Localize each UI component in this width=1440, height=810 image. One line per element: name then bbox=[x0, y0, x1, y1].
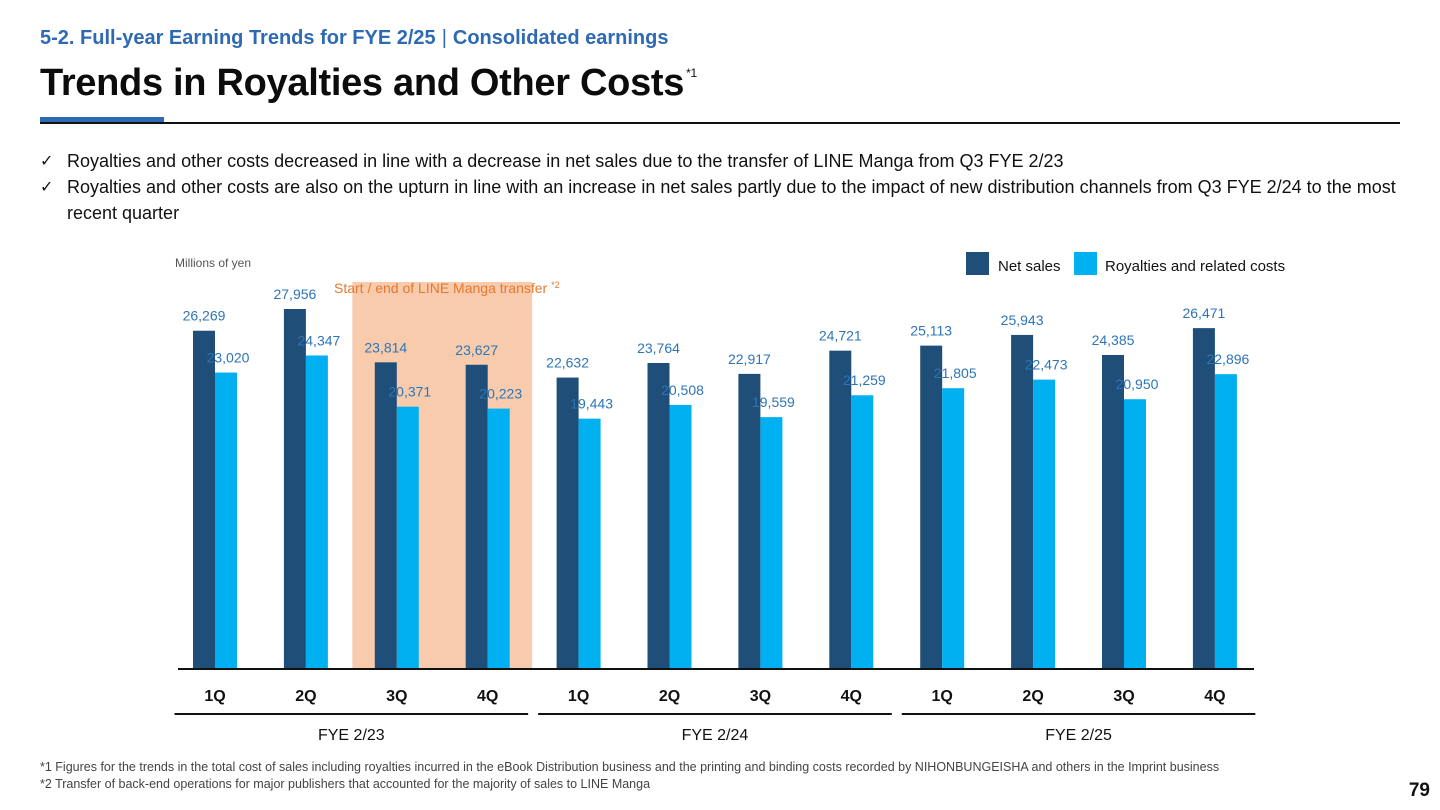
footnote-2: *2 Transfer of back-end operations for m… bbox=[40, 777, 651, 791]
bar-net-sales bbox=[647, 362, 670, 669]
data-label-royalties: 20,223 bbox=[479, 386, 522, 402]
group-label: FYE 2/25 bbox=[1045, 727, 1112, 744]
data-label-net-sales: 26,269 bbox=[183, 308, 226, 324]
bar-royalties bbox=[305, 355, 328, 669]
data-label-net-sales: 22,917 bbox=[728, 351, 771, 367]
data-label-royalties: 24,347 bbox=[297, 332, 340, 348]
bar-royalties bbox=[760, 417, 783, 669]
title-accent-rule bbox=[40, 117, 164, 123]
title-divider-rule bbox=[40, 122, 1400, 124]
data-label-royalties: 23,020 bbox=[207, 350, 250, 366]
data-label-net-sales: 24,721 bbox=[819, 328, 862, 344]
data-label-royalties: 20,371 bbox=[388, 384, 431, 400]
bar-royalties bbox=[1214, 374, 1237, 669]
legend-label-royalties: Royalties and related costs bbox=[1105, 258, 1285, 275]
x-tick-label: 1Q bbox=[568, 688, 589, 705]
group-label: FYE 2/23 bbox=[318, 727, 385, 744]
group-label: FYE 2/24 bbox=[682, 727, 749, 744]
footnotes: *1 Figures for the trends in the total c… bbox=[40, 759, 1219, 793]
data-label-royalties: 22,896 bbox=[1206, 351, 1249, 367]
bar-net-sales bbox=[920, 345, 943, 669]
check-icon: ✓ bbox=[40, 177, 54, 196]
bar-royalties bbox=[578, 418, 601, 669]
x-tick-label: 1Q bbox=[932, 688, 953, 705]
x-tick-label: 4Q bbox=[1204, 688, 1225, 705]
bar-net-sales bbox=[283, 309, 306, 669]
bar-net-sales bbox=[738, 373, 761, 669]
data-label-net-sales: 23,814 bbox=[364, 339, 407, 355]
bullet-item: ✓ Royalties and other costs decreased in… bbox=[40, 148, 1400, 174]
page-number: 79 bbox=[1408, 780, 1430, 801]
legend-swatch-net-sales bbox=[966, 252, 989, 275]
x-tick-label: 2Q bbox=[1022, 688, 1043, 705]
y-units-label: Millions of yen bbox=[175, 256, 251, 270]
x-tick-label: 2Q bbox=[659, 688, 680, 705]
bullet-text: Royalties and other costs decreased in l… bbox=[67, 151, 1064, 171]
bar-net-sales bbox=[829, 350, 852, 669]
bar-net-sales bbox=[465, 364, 488, 669]
bar-net-sales bbox=[1102, 354, 1124, 669]
bar-net-sales bbox=[1011, 334, 1034, 669]
data-label-net-sales: 26,471 bbox=[1182, 305, 1225, 321]
data-label-net-sales: 25,113 bbox=[910, 323, 952, 339]
data-label-net-sales: 24,385 bbox=[1092, 332, 1135, 348]
chart: Start / end of LINE Manga transfer *2 Mil… bbox=[174, 252, 1285, 744]
data-label-net-sales: 23,764 bbox=[637, 340, 680, 356]
x-tick-label: 4Q bbox=[477, 688, 498, 705]
bar-net-sales bbox=[374, 362, 397, 669]
bar-royalties bbox=[669, 404, 692, 669]
bar-royalties bbox=[487, 408, 510, 669]
x-tick-label: 3Q bbox=[750, 688, 771, 705]
bar-royalties bbox=[942, 388, 965, 669]
data-label-royalties: 20,508 bbox=[661, 382, 704, 398]
x-tick-label: 4Q bbox=[841, 688, 862, 705]
data-label-net-sales: 25,943 bbox=[1001, 312, 1044, 328]
data-label-royalties: 20,950 bbox=[1116, 376, 1159, 392]
transfer-highlight-label: Start / end of LINE Manga transfer *2 bbox=[334, 280, 560, 296]
page-title: Trends in Royalties and Other Costs *1 bbox=[40, 62, 697, 105]
data-label-royalties: 21,259 bbox=[843, 372, 886, 388]
bullet-list: ✓ Royalties and other costs decreased in… bbox=[40, 148, 1400, 226]
bar-royalties bbox=[1124, 399, 1146, 669]
legend-swatch-royalties bbox=[1074, 252, 1097, 275]
bar-net-sales bbox=[556, 377, 579, 669]
page-title-text: Trends in Royalties and Other Costs bbox=[40, 62, 685, 104]
x-tick-label: 1Q bbox=[204, 688, 225, 705]
bar-royalties bbox=[851, 395, 874, 669]
data-label-royalties: 19,443 bbox=[570, 396, 613, 412]
page-title-note: *1 bbox=[686, 66, 697, 80]
bar-royalties bbox=[396, 406, 419, 669]
data-label-royalties: 21,805 bbox=[934, 365, 977, 381]
legend-label-net-sales: Net sales bbox=[998, 258, 1061, 275]
bar-net-sales bbox=[1192, 328, 1215, 669]
data-label-net-sales: 23,627 bbox=[455, 342, 498, 358]
data-label-net-sales: 22,632 bbox=[546, 355, 589, 371]
data-label-net-sales: 27,956 bbox=[273, 286, 316, 302]
bar-royalties bbox=[215, 372, 237, 669]
data-label-royalties: 22,473 bbox=[1025, 357, 1068, 373]
x-tick-label: 3Q bbox=[1113, 688, 1134, 705]
check-icon: ✓ bbox=[40, 151, 54, 170]
footnote-1: *1 Figures for the trends in the total c… bbox=[40, 760, 1220, 774]
x-tick-label: 3Q bbox=[386, 688, 407, 705]
bullet-text: Royalties and other costs are also on th… bbox=[67, 177, 1396, 223]
bullet-item: ✓ Royalties and other costs are also on … bbox=[40, 174, 1400, 226]
section-title-prefix: 5-2. Full-year Earning Trends for FYE 2/… bbox=[40, 27, 436, 49]
section-title: 5-2. Full-year Earning Trends for FYE 2/… bbox=[40, 27, 668, 50]
section-title-separator: | bbox=[441, 27, 447, 49]
data-label-royalties: 19,559 bbox=[752, 394, 795, 410]
bar-net-sales bbox=[193, 330, 215, 669]
bar-royalties bbox=[1033, 379, 1056, 669]
x-tick-label: 2Q bbox=[295, 688, 316, 705]
section-title-suffix: Consolidated earnings bbox=[452, 27, 669, 49]
